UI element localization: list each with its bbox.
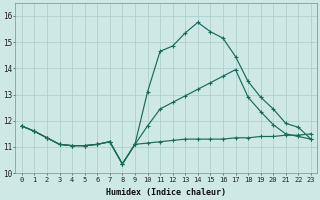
X-axis label: Humidex (Indice chaleur): Humidex (Indice chaleur)	[106, 188, 226, 197]
